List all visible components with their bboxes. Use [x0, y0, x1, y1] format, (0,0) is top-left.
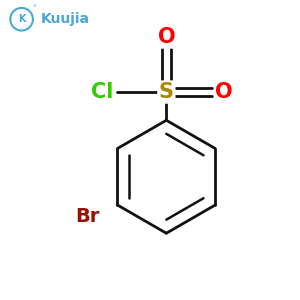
Text: Kuujia: Kuujia [41, 12, 90, 26]
Text: Br: Br [75, 207, 100, 226]
Text: Cl: Cl [91, 82, 114, 102]
Text: O: O [158, 27, 175, 47]
Text: S: S [159, 82, 174, 102]
Text: K: K [18, 14, 25, 24]
Text: °: ° [32, 5, 36, 11]
Text: O: O [215, 82, 233, 102]
